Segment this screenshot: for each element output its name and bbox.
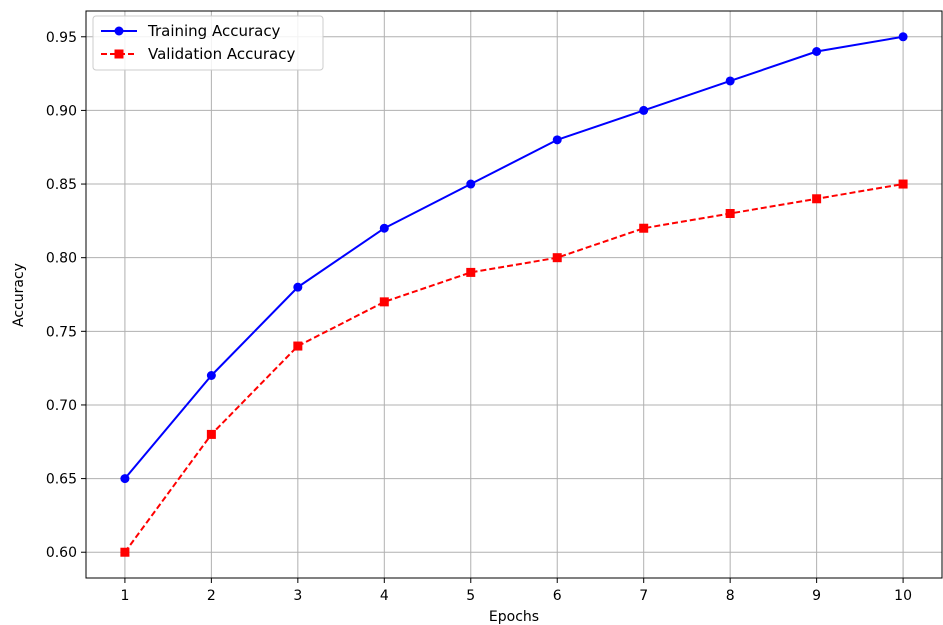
grid: [86, 11, 942, 578]
training-accuracy-line: [124, 35, 904, 480]
training-accuracy-point: [293, 282, 303, 292]
x-tick-label: 4: [380, 588, 389, 604]
validation-accuracy-point: [206, 429, 216, 439]
y-axis-label: Accuracy: [11, 263, 27, 327]
y-tick-label: 0.90: [46, 103, 77, 119]
legend: Training Accuracy Validation Accuracy: [92, 15, 324, 71]
x-tick-label: 6: [553, 588, 562, 604]
y-tick-label: 0.75: [46, 324, 77, 340]
legend-marker-training: [114, 26, 124, 36]
validation-accuracy-point: [812, 194, 822, 204]
plot-frame: [85, 10, 943, 579]
ticks: 1 2 3 4 5 6 7 8 9 10 0.60 0.65 0.70 0.75 0.80 0.85 0.90 0…: [46, 30, 912, 604]
y-tick-label: 0.85: [46, 177, 77, 193]
training-accuracy-point: [466, 179, 476, 189]
legend-label-training: Training Accuracy: [147, 22, 281, 40]
training-accuracy-point: [812, 47, 822, 56]
training-accuracy-point: [206, 371, 216, 380]
y-tick-label: 0.60: [46, 545, 77, 561]
y-tick-label: 0.80: [46, 251, 77, 267]
training-accuracy-point: [379, 223, 389, 233]
x-tick-label: 10: [894, 588, 912, 604]
x-tick-label: 1: [120, 588, 129, 604]
legend-marker-validation: [114, 49, 124, 59]
validation-accuracy-point: [725, 209, 735, 218]
training-accuracy-point: [725, 76, 735, 86]
training-accuracy-point: [898, 32, 908, 42]
validation-accuracy-point: [379, 297, 389, 307]
validation-accuracy-point: [293, 341, 303, 351]
x-tick-label: 7: [639, 588, 648, 604]
training-accuracy-point: [120, 474, 130, 484]
plot-background: [86, 11, 942, 578]
validation-accuracy-point: [120, 547, 130, 557]
x-tick-label: 2: [207, 588, 216, 604]
training-accuracy-point: [552, 135, 562, 145]
y-tick-label: 0.95: [46, 30, 77, 46]
x-axis-label: Epochs: [489, 609, 539, 625]
validation-accuracy-point: [639, 223, 649, 233]
legend-box: [92, 15, 324, 71]
legend-label-validation: Validation Accuracy: [148, 45, 295, 63]
series-layer: [120, 32, 908, 557]
y-tick-label: 0.70: [46, 398, 77, 414]
validation-accuracy-point: [466, 267, 476, 277]
y-tick-label: 0.65: [46, 472, 77, 488]
validation-accuracy-line: [124, 183, 904, 553]
training-accuracy-point: [639, 105, 649, 115]
x-tick-label: 9: [812, 588, 821, 604]
validation-accuracy-point: [552, 253, 562, 263]
validation-accuracy-point: [898, 179, 908, 189]
x-tick-label: 5: [466, 588, 475, 604]
x-tick-label: 8: [726, 588, 735, 604]
x-tick-label: 3: [293, 588, 302, 604]
